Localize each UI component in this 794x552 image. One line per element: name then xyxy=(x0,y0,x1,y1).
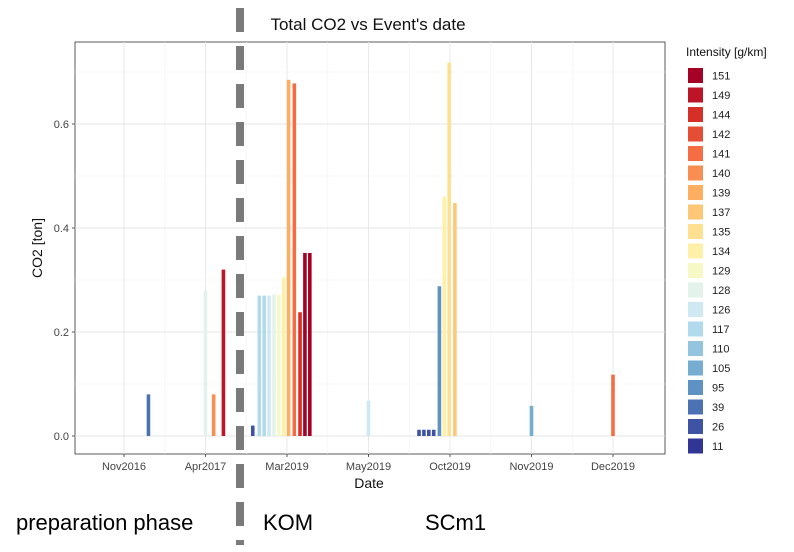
legend-label: 110 xyxy=(712,344,730,356)
legend-label: 142 xyxy=(712,129,730,141)
bar xyxy=(257,295,262,436)
bar xyxy=(292,83,297,436)
legend-swatch xyxy=(688,438,703,454)
preparation-phase-label: preparation phase xyxy=(16,510,194,535)
bar xyxy=(272,294,276,436)
legend-label: 129 xyxy=(712,266,730,278)
legend-label: 11 xyxy=(712,441,723,453)
legend-swatch xyxy=(688,87,703,103)
legend-label: 126 xyxy=(712,305,730,317)
legend-label: 135 xyxy=(712,227,730,239)
bar xyxy=(442,196,447,436)
legend-label: 39 xyxy=(712,402,724,414)
bar xyxy=(529,405,534,436)
legend-swatch xyxy=(688,282,703,298)
bar xyxy=(303,252,307,436)
plot-panel xyxy=(74,41,666,455)
legend-swatch xyxy=(688,68,703,83)
bar xyxy=(286,79,291,437)
bar xyxy=(437,286,442,436)
legend-swatch xyxy=(688,399,703,415)
legend-label: 117 xyxy=(712,324,730,336)
legend-label: 151 xyxy=(712,71,730,83)
chart-title: Total CO2 vs Event's date xyxy=(270,15,465,34)
bar xyxy=(146,394,151,436)
y-axis-ticks: 0.0 0.2 0.4 0.6 xyxy=(54,119,75,443)
legend: 151 149 144 142 141 140 139 137 135 134 129 128 126 1… xyxy=(688,68,730,454)
legend-swatch xyxy=(688,107,703,122)
bar xyxy=(431,429,436,436)
legend-swatch xyxy=(688,165,703,181)
y-tick-label: 0.0 xyxy=(54,431,69,443)
y-tick-label: 0.4 xyxy=(54,223,69,235)
bar xyxy=(267,295,271,436)
legend-label: 141 xyxy=(712,149,730,161)
legend-swatch xyxy=(688,380,703,395)
bar xyxy=(422,429,426,436)
legend-swatch xyxy=(688,302,703,317)
legend-label: 137 xyxy=(712,207,730,219)
x-axis-title: Date xyxy=(354,475,384,491)
legend-label: 139 xyxy=(712,188,730,200)
scm1-label: SCm1 xyxy=(425,510,487,535)
legend-label: 149 xyxy=(712,90,730,102)
x-tick-label: Mar2019 xyxy=(265,461,308,473)
kom-label: KOM xyxy=(263,510,314,535)
legend-label: 26 xyxy=(712,422,724,434)
legend-label: 140 xyxy=(712,168,730,180)
legend-swatch xyxy=(688,321,703,337)
bar xyxy=(447,62,451,436)
bars xyxy=(146,62,615,437)
y-tick-label: 0.2 xyxy=(54,327,69,339)
legend-label: 134 xyxy=(712,246,730,258)
bar xyxy=(262,295,266,436)
x-tick-label: May2019 xyxy=(346,461,391,473)
x-tick-label: Nov2016 xyxy=(102,461,146,473)
bar xyxy=(298,312,302,436)
legend-label: 128 xyxy=(712,285,730,297)
legend-swatch xyxy=(688,243,703,259)
bar xyxy=(417,429,421,436)
x-tick-label: Apr2017 xyxy=(185,461,227,473)
x-tick-label: Nov2019 xyxy=(509,461,553,473)
x-axis-ticks: Nov2016 Apr2017 Mar2019 May2019 Oct2019 Nov20… xyxy=(102,454,635,473)
bar xyxy=(366,400,371,436)
legend-swatch xyxy=(688,185,703,200)
bar xyxy=(427,429,431,436)
legend-label: 95 xyxy=(712,383,724,395)
legend-swatch xyxy=(688,419,703,434)
legend-label: 105 xyxy=(712,363,730,375)
legend-swatch xyxy=(688,341,703,356)
y-tick-label: 0.6 xyxy=(54,119,69,131)
bar xyxy=(211,394,216,436)
legend-label: 144 xyxy=(712,110,730,122)
bar xyxy=(453,203,457,436)
bar xyxy=(277,294,281,436)
x-tick-label: Oct2019 xyxy=(429,461,471,473)
legend-swatch xyxy=(688,126,703,142)
bar xyxy=(308,252,312,436)
bar xyxy=(281,277,286,436)
legend-swatch xyxy=(688,360,703,376)
legend-swatch xyxy=(688,146,703,161)
bar xyxy=(611,374,615,436)
bar xyxy=(221,269,226,436)
bar xyxy=(203,290,208,436)
y-axis-title: CO2 [ton] xyxy=(29,218,45,278)
x-tick-label: Dec2019 xyxy=(591,461,635,473)
legend-swatch xyxy=(688,204,703,220)
legend-title: Intensity [g/km] xyxy=(686,45,767,59)
legend-swatch xyxy=(688,224,703,239)
legend-swatch xyxy=(688,263,703,278)
bar xyxy=(250,425,255,436)
